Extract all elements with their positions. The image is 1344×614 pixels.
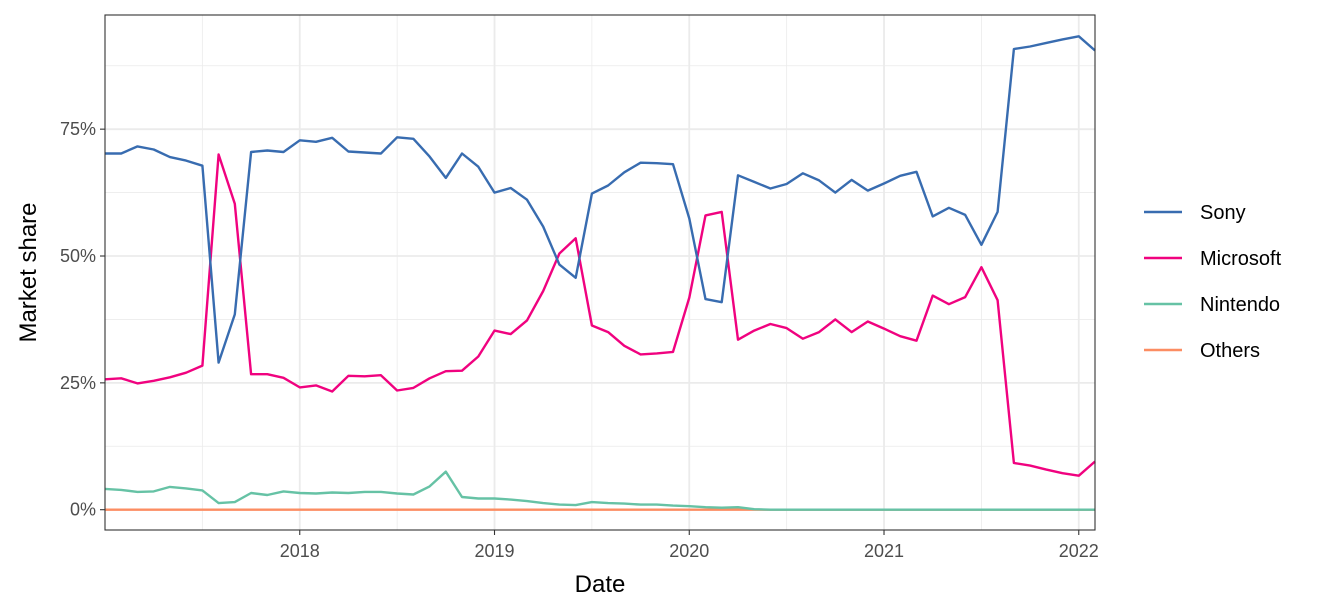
- x-tick-label: 2019: [474, 541, 514, 561]
- y-axis: 0% 25% 50% 75%: [60, 119, 105, 520]
- y-tick-label: 50%: [60, 246, 96, 266]
- series-lines: [104, 35, 1096, 511]
- x-tick-label: 2018: [280, 541, 320, 561]
- legend-label: Microsoft: [1200, 248, 1282, 270]
- legend: Sony Microsoft Nintendo Others: [1144, 202, 1282, 362]
- series-line-nintendo: [104, 470, 1095, 511]
- x-tick-label: 2022: [1059, 541, 1099, 561]
- x-axis-title: Date: [575, 571, 626, 598]
- series-line-microsoft: [104, 153, 1096, 477]
- legend-label: Sony: [1200, 202, 1246, 224]
- minor-gridlines: [105, 15, 1095, 530]
- major-gridlines: [105, 15, 1095, 530]
- y-tick-label: 75%: [60, 119, 96, 139]
- plot-panel-border: [104, 14, 1096, 531]
- legend-item-microsoft: Microsoft: [1144, 248, 1282, 270]
- x-tick-label: 2021: [864, 541, 904, 561]
- legend-item-nintendo: Nintendo: [1144, 294, 1280, 316]
- y-tick-label: 25%: [60, 373, 96, 393]
- y-axis-title: Market share: [15, 202, 42, 342]
- x-axis: 2018 2019 2020 2021 2022: [280, 530, 1099, 561]
- legend-label: Nintendo: [1200, 294, 1280, 316]
- x-tick-label: 2020: [669, 541, 709, 561]
- legend-item-others: Others: [1144, 340, 1260, 362]
- y-tick-label: 0%: [70, 500, 96, 520]
- legend-item-sony: Sony: [1144, 202, 1246, 224]
- legend-label: Others: [1200, 340, 1260, 362]
- series-line-sony: [105, 35, 1096, 364]
